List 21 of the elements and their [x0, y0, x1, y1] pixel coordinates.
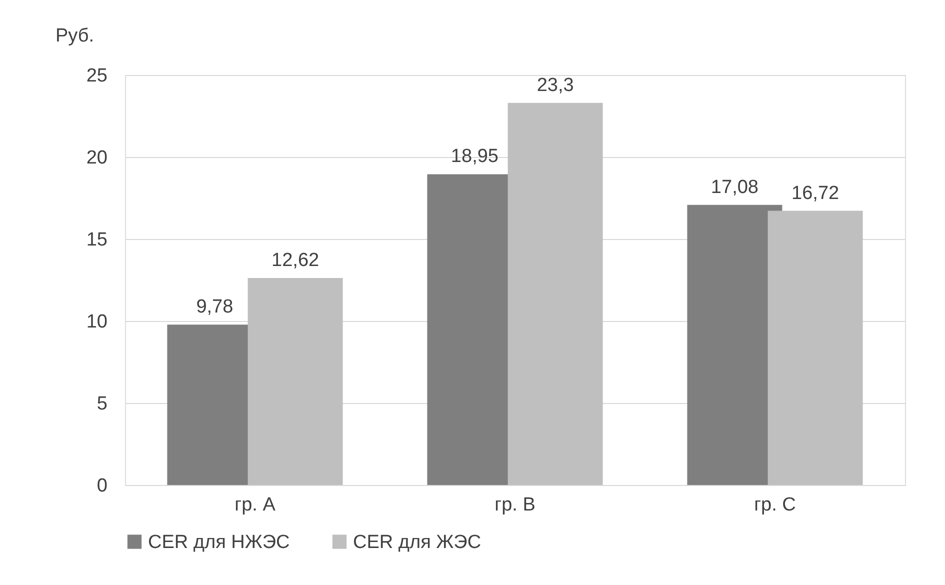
bar [248, 278, 343, 485]
x-tick-label: гр. B [494, 494, 536, 516]
data-label: 9,78 [196, 296, 234, 318]
legend-label: CER для ЖЭС [353, 532, 482, 553]
bar [768, 210, 863, 485]
data-label: 23,3 [536, 74, 574, 96]
y-axis-title: Руб. [56, 26, 94, 46]
y-tick-label: 25 [86, 66, 108, 86]
y-tick-label: 15 [86, 230, 108, 250]
y-tick-label: 10 [86, 312, 108, 332]
y-tick-label: 5 [96, 394, 108, 414]
y-tick-label: 20 [86, 148, 108, 168]
x-tick-label: гр. A [234, 494, 276, 516]
legend-label: CER для НЖЭС [148, 532, 290, 553]
data-label: 16,72 [792, 182, 840, 204]
bar [508, 102, 603, 485]
data-label: 17,08 [710, 176, 758, 198]
x-tick-label: гр. C [754, 494, 796, 516]
y-tick-label: 0 [96, 476, 108, 496]
data-label: 12,62 [272, 250, 320, 272]
data-label: 18,95 [450, 146, 498, 168]
